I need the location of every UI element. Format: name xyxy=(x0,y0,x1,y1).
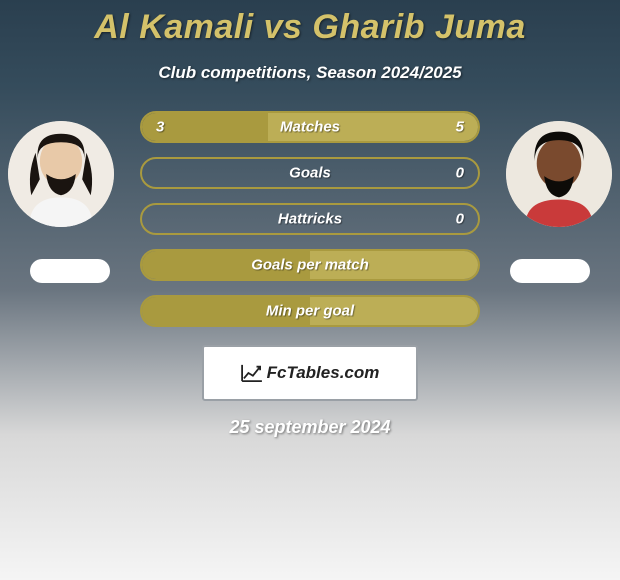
player-right-club-badge xyxy=(510,259,590,283)
avatar-left-icon xyxy=(8,121,114,227)
date-text: 25 september 2024 xyxy=(0,417,620,438)
player-left-club-badge xyxy=(30,259,110,283)
stat-bar: 0Hattricks xyxy=(140,203,480,235)
subtitle: Club competitions, Season 2024/2025 xyxy=(0,63,620,83)
stats-bars: 35Matches 0Goals 0Hattricks Goals per match… xyxy=(140,111,480,327)
stat-label: Goals per match xyxy=(142,257,478,274)
credit-badge: FcTables.com xyxy=(202,345,418,401)
player-right-avatar xyxy=(506,121,612,227)
chart-icon xyxy=(241,364,263,382)
stat-bar: Min per goal xyxy=(140,295,480,327)
comparison-panel: 35Matches 0Goals 0Hattricks Goals per match… xyxy=(0,111,620,327)
stat-bar: 35Matches xyxy=(140,111,480,143)
avatar-right-icon xyxy=(506,121,612,227)
player-left-avatar xyxy=(8,121,114,227)
stat-label: Goals xyxy=(142,165,478,182)
stat-bar: Goals per match xyxy=(140,249,480,281)
stat-label: Hattricks xyxy=(142,211,478,228)
page-title: Al Kamali vs Gharib Juma xyxy=(0,0,620,47)
credit-text: FcTables.com xyxy=(267,363,380,383)
stat-label: Matches xyxy=(142,119,478,136)
stat-label: Min per goal xyxy=(142,303,478,320)
stat-bar: 0Goals xyxy=(140,157,480,189)
